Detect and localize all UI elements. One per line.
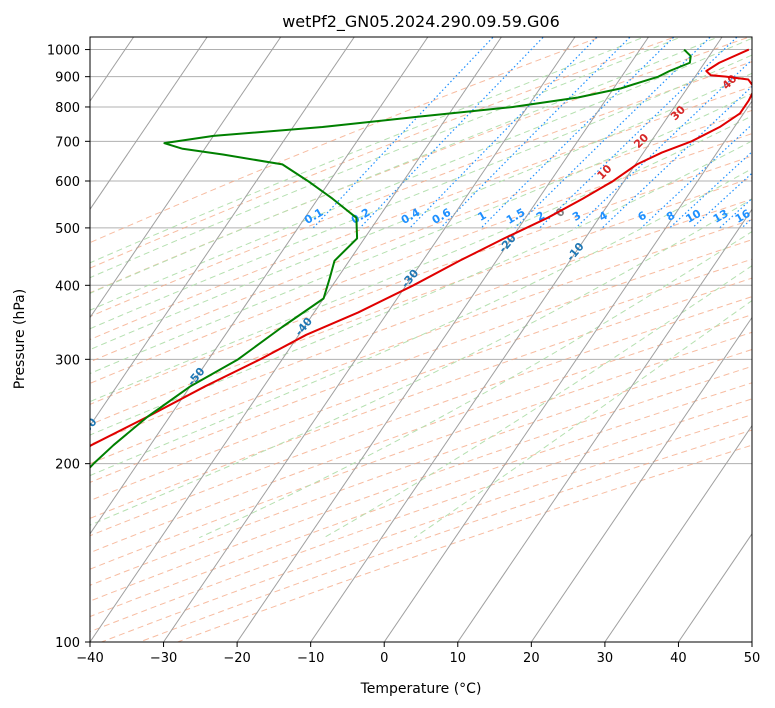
moist-adiabat-label: 30 xyxy=(668,103,688,123)
dry-adiabat xyxy=(90,198,752,445)
moist-adiabat xyxy=(90,54,752,330)
isotherm-gridline xyxy=(604,424,752,642)
y-tick-label: 700 xyxy=(55,135,80,150)
dry-adiabat xyxy=(90,314,752,554)
dry-adiabat xyxy=(90,365,752,602)
moist-adiabat xyxy=(90,37,752,311)
y-axis-label: Pressure (hPa) xyxy=(12,289,28,389)
x-tick-label: 40 xyxy=(670,651,687,666)
isotherm-gridline xyxy=(0,37,60,642)
isotherm-gridline xyxy=(383,100,752,642)
mixing-ratio-line xyxy=(575,59,752,229)
chart-title: wetPf2_GN05.2024.290.09.59.G06 xyxy=(282,12,560,32)
mixing-ratio-label: 0.1 xyxy=(302,206,325,227)
dry-adiabat xyxy=(90,348,752,586)
mixing-ratio-label: 0.4 xyxy=(399,206,423,227)
x-tick-label: 50 xyxy=(744,651,761,666)
temperature-profile xyxy=(90,48,752,448)
mixing-ratio-label: 6 xyxy=(636,209,649,224)
mixing-ratio-label: 0.2 xyxy=(349,206,372,227)
mixing-ratio-label: 16 xyxy=(733,207,753,226)
x-tick-label: 10 xyxy=(450,651,467,666)
isotherm-gridline xyxy=(678,532,752,642)
y-tick-label: 400 xyxy=(55,279,80,294)
x-tick-label: −20 xyxy=(223,651,250,666)
y-tick-label: 100 xyxy=(55,636,80,651)
mixing-ratio-label: 20 xyxy=(757,207,775,226)
dry-adiabat xyxy=(90,133,752,384)
mixing-ratio-line xyxy=(409,37,598,229)
dry-adiabat xyxy=(90,219,752,465)
y-tick-label: 800 xyxy=(55,101,80,116)
mixing-ratio-label: 4 xyxy=(597,209,610,224)
x-tick-label: 20 xyxy=(523,651,540,666)
isotherm-gridline xyxy=(310,37,723,642)
dewpoint-profile xyxy=(90,48,692,469)
moist-adiabat xyxy=(90,72,752,351)
dry-adiabat xyxy=(90,85,752,341)
mixing-ratio-line xyxy=(719,197,752,229)
x-tick-label: −30 xyxy=(150,651,177,666)
y-tick-label: 900 xyxy=(55,71,80,86)
moist-adiabat xyxy=(90,37,720,294)
isotherm-gridline xyxy=(236,37,649,642)
x-tick-label: 0 xyxy=(380,651,388,666)
isotherm-label: -60 xyxy=(77,415,100,439)
isotherm-gridline xyxy=(90,37,429,535)
dry-adiabat xyxy=(90,155,752,405)
y-tick-label: 500 xyxy=(55,222,80,237)
mixing-ratio-label: 3 xyxy=(570,209,583,224)
moist-adiabat xyxy=(90,92,752,375)
mixing-ratio-label: 10 xyxy=(684,207,704,226)
dry-adiabat xyxy=(90,398,752,633)
isotherm-gridline xyxy=(751,641,752,642)
dry-adiabat xyxy=(90,258,752,502)
x-tick-label: −10 xyxy=(297,651,324,666)
moist-adiabat xyxy=(413,299,752,539)
moist-adiabat xyxy=(90,37,683,279)
y-tick-label: 1000 xyxy=(47,44,80,59)
mixing-ratio-line xyxy=(640,123,752,229)
moist-adiabat xyxy=(90,140,752,436)
y-tick-label: 600 xyxy=(55,175,80,190)
mixing-ratio-line xyxy=(312,37,495,229)
moist-adiabat xyxy=(199,230,752,539)
moist-adiabat xyxy=(90,198,752,526)
mixing-ratio-line xyxy=(741,217,752,229)
moist-adiabat xyxy=(90,115,752,403)
isotherm-gridline xyxy=(90,37,282,319)
isotherm-gridline xyxy=(90,37,355,427)
x-tick-label: −40 xyxy=(76,651,103,666)
moist-adiabat-label: 40 xyxy=(720,72,740,92)
isotherm-gridline xyxy=(163,37,576,642)
isotherm-gridline xyxy=(530,316,752,642)
mixing-ratio-line xyxy=(440,37,632,229)
isotherm-label: -10 xyxy=(564,240,587,264)
mixing-ratio-line xyxy=(766,35,775,228)
mixing-ratio-line xyxy=(359,37,545,229)
isotherm-label: -20 xyxy=(496,231,519,255)
dry-adiabat xyxy=(90,37,677,269)
mixing-ratio-label: 0.6 xyxy=(430,206,454,227)
moist-adiabat xyxy=(323,265,752,539)
x-axis-label: Temperature (°C) xyxy=(360,681,482,697)
y-tick-label: 300 xyxy=(55,353,80,368)
mixing-ratio-label: 1.5 xyxy=(504,206,527,227)
y-tick-label: 200 xyxy=(55,458,80,473)
dry-adiabat xyxy=(100,414,752,642)
dry-adiabat xyxy=(90,177,752,426)
dry-adiabat xyxy=(90,37,602,244)
mixing-ratio-line xyxy=(514,37,712,229)
dry-adiabat xyxy=(90,37,751,294)
isotherm-gridline xyxy=(457,208,752,642)
isotherm-gridline xyxy=(90,37,208,211)
moist-adiabat xyxy=(90,168,752,477)
x-tick-label: 30 xyxy=(597,651,614,666)
dry-adiabat xyxy=(90,109,752,363)
plot-frame xyxy=(89,36,753,643)
mixing-ratio-label: 13 xyxy=(711,207,731,226)
